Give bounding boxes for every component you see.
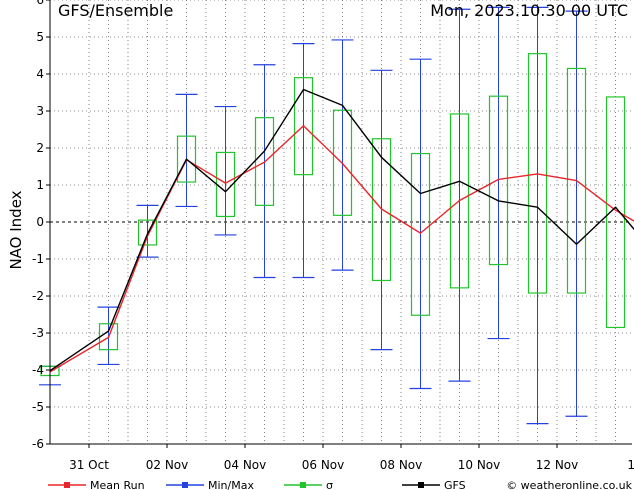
legend-marker <box>418 482 424 488</box>
x-tick-label: 10 Nov <box>458 458 501 472</box>
legend-marker <box>300 482 306 488</box>
legend-label: Min/Max <box>208 479 254 490</box>
sigma-box <box>488 95 509 266</box>
x-tick-label: 31 Oct <box>69 458 109 472</box>
sigma-box <box>566 67 587 294</box>
y-tick-label: 2 <box>36 141 44 155</box>
y-tick-label: 6 <box>36 0 44 7</box>
ensemble-boxes-layer <box>39 6 626 425</box>
y-tick-label: 5 <box>36 30 44 44</box>
y-tick-label: -5 <box>32 400 44 414</box>
x-tick-label: 14 <box>627 458 634 472</box>
legend-label: GFS <box>444 479 466 490</box>
sigma-box <box>176 135 197 183</box>
sigma-box <box>449 113 470 289</box>
sigma-box <box>137 219 158 246</box>
axes-layer: -6 -5 -4 -3 -2 -1 0 1 2 3 4 5 6 31 Oct 02 Nov 04 Nov 06 … <box>32 0 634 472</box>
sigma-box <box>371 138 392 282</box>
sigma-box <box>332 109 353 216</box>
credit-text: © weatheronline.co.uk <box>506 479 632 490</box>
legend: Mean Run Min/Max σ GFS <box>48 479 466 490</box>
x-tick-label: 02 Nov <box>146 458 189 472</box>
y-tick-label: 4 <box>36 67 44 81</box>
y-tick-label: 0 <box>36 215 44 229</box>
y-tick-label: -6 <box>32 437 44 451</box>
chart-title: GFS/Ensemble <box>58 1 173 20</box>
y-tick-label: 3 <box>36 104 44 118</box>
sigma-box <box>605 96 626 329</box>
y-tick-label: 1 <box>36 178 44 192</box>
series-line-gfs <box>49 88 634 372</box>
sigma-box <box>527 53 548 294</box>
x-tick-label: 12 Nov <box>536 458 579 472</box>
legend-label: Mean Run <box>90 479 145 490</box>
x-tick-label: 06 Nov <box>302 458 345 472</box>
x-tick-label: 08 Nov <box>380 458 423 472</box>
y-tick-label: -1 <box>32 252 44 266</box>
y-axis-label: NAO Index <box>7 190 25 269</box>
y-tick-label: -4 <box>32 363 44 377</box>
series-lines-layer <box>49 88 634 373</box>
sigma-box <box>254 117 275 206</box>
legend-marker <box>64 482 70 488</box>
sigma-box <box>410 152 431 316</box>
legend-label: σ <box>326 479 333 490</box>
y-tick-label: -3 <box>32 326 44 340</box>
legend-marker <box>182 482 188 488</box>
y-tick-label: -2 <box>32 289 44 303</box>
run-label: Mon, 2023.10.30 00 UTC <box>430 1 628 20</box>
sigma-box <box>293 77 314 176</box>
x-tick-label: 04 Nov <box>224 458 267 472</box>
